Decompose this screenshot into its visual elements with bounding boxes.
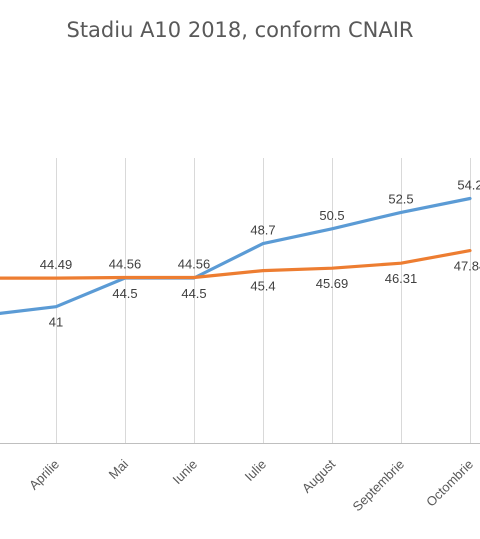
data-label: 41 xyxy=(49,315,63,330)
data-label: 54.2 xyxy=(457,177,480,192)
chart-title: Stadiu A10 2018, conform CNAIR xyxy=(66,18,414,42)
x-tick-label: Septembrie xyxy=(350,457,408,515)
x-tick-label: Iunie xyxy=(170,457,201,488)
x-tick-label: Iulie xyxy=(242,457,269,484)
data-label: 44.5 xyxy=(112,286,137,301)
data-label: 45.4 xyxy=(250,279,275,294)
data-label: 44.5 xyxy=(181,286,206,301)
x-tick-label: August xyxy=(299,456,338,495)
data-label: 47.84 xyxy=(454,259,480,274)
data-label: 44.49 xyxy=(40,257,73,272)
data-label: 45.69 xyxy=(316,276,349,291)
series-line-1 xyxy=(0,196,472,315)
data-label: 44.56 xyxy=(178,257,211,272)
data-label: 44.56 xyxy=(109,257,142,272)
data-label: 48.7 xyxy=(250,223,275,238)
data-label: 50.5 xyxy=(319,208,344,223)
x-tick-label: Octombrie xyxy=(423,457,476,510)
data-label: 52.5 xyxy=(388,191,413,206)
x-tick-label: Mai xyxy=(106,456,131,481)
series-line-2 xyxy=(0,249,472,280)
x-tick-label: Aprilie xyxy=(26,457,62,493)
data-label: 46.31 xyxy=(385,271,418,286)
plot-area xyxy=(0,158,480,443)
